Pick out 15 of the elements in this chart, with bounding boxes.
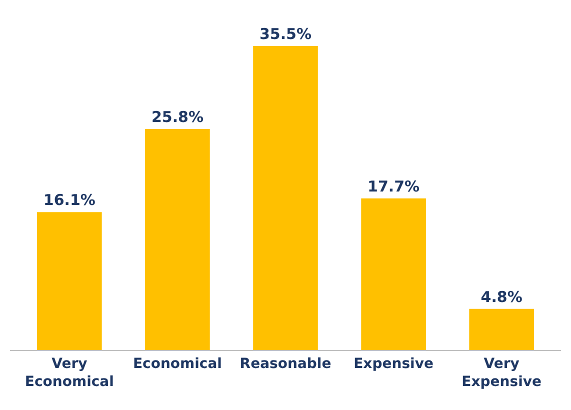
x-tick-label: Expensive [354, 356, 434, 372]
data-label: 25.8% [151, 108, 204, 126]
data-label: 35.5% [259, 25, 312, 43]
data-label: 16.1% [43, 191, 96, 210]
x-tick-label: Reasonable [240, 356, 332, 372]
bar [37, 212, 102, 350]
x-tick-label: Economical [132, 356, 222, 372]
bar [469, 308, 534, 350]
bar [145, 129, 210, 350]
x-tick-label: Very Economical [24, 356, 114, 390]
data-label: 4.8% [480, 288, 522, 306]
data-label: 17.7% [368, 177, 420, 196]
bar [253, 46, 318, 350]
bar [361, 198, 426, 350]
x-tick-label: Very Expensive [462, 356, 542, 390]
